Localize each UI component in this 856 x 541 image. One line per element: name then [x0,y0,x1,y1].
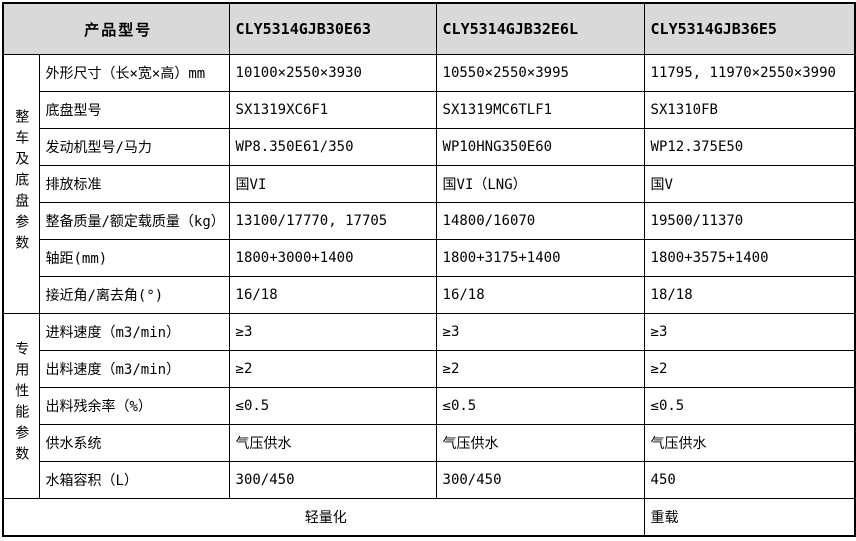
row-label-cell: 发动机型号/马力 [38,128,230,166]
value-cell: 16/18 [435,276,645,314]
value-cell: ≥2 [435,350,645,388]
row-label-cell: 供水系统 [38,424,230,462]
table-row: 发动机型号/马力 WP8.350E61/350 WP10HNG350E60 WP… [3,128,856,166]
row-label-cell: 整备质量/额定载质量（kg） [38,202,230,240]
value-cell: ≥2 [643,350,856,388]
value-cell: WP8.350E61/350 [228,128,437,166]
value-cell: 14800/16070 [435,202,645,240]
row-label-cell: 接近角/离去角(°) [38,276,230,314]
header-model-3: CLY5314GJB36E5 [643,2,856,55]
value-cell: 1800+3575+1400 [643,239,856,277]
value-cell: SX1319MC6TLF1 [435,91,645,129]
value-cell: ≥2 [228,350,437,388]
row-label-cell: 水箱容积（L） [38,461,230,499]
value-cell: WP10HNG350E60 [435,128,645,166]
table-row: 排放标准 国VI 国VI（LNG） 国V [3,165,856,203]
value-cell: WP12.375E50 [643,128,856,166]
value-cell: 国VI [228,165,437,203]
row-label-cell: 外形尺寸（长×宽×高）mm [38,54,230,92]
value-cell: ≤0.5 [643,387,856,425]
value-cell: 气压供水 [435,424,645,462]
value-cell: 1800+3175+1400 [435,239,645,277]
table-row: 轴距(mm) 1800+3000+1400 1800+3175+1400 180… [3,239,856,277]
value-cell: 300/450 [228,461,437,499]
value-cell: 18/18 [643,276,856,314]
row-label-cell: 轴距(mm) [38,239,230,277]
value-cell: 国VI（LNG） [435,165,645,203]
row-label-cell: 进料速度（m3/min） [38,313,230,351]
value-cell: 11795, 11970×2550×3990 [643,54,856,92]
value-cell: ≥3 [643,313,856,351]
table-row: 水箱容积（L） 300/450 300/450 450 [3,461,856,499]
value-cell: ≥3 [228,313,437,351]
table-row: 供水系统 气压供水 气压供水 气压供水 [3,424,856,462]
section-side-label-text: 专用性能参数 [13,341,30,467]
section-side-label-text: 整车及底盘参数 [13,108,30,256]
value-cell: SX1319XC6F1 [228,91,437,129]
header-model-1: CLY5314GJB30E63 [228,2,437,55]
table-row: 接近角/离去角(°) 16/18 16/18 18/18 [3,276,856,314]
value-cell: 13100/17770, 17705 [228,202,437,240]
header-model-2: CLY5314GJB32E6L [435,2,645,55]
header-product-model-label: 产品型号 [2,2,230,55]
value-cell: 气压供水 [228,424,437,462]
value-cell: ≤0.5 [435,387,645,425]
row-label-cell: 出料残余率（%） [38,387,230,425]
row-label-cell: 底盘型号 [38,91,230,129]
table-row: 整备质量/额定载质量（kg） 13100/17770, 17705 14800/… [3,202,856,240]
value-cell: ≥3 [435,313,645,351]
section-side-label-chassis: 整车及底盘参数 [2,54,40,314]
table-row: 整车及底盘参数 外形尺寸（长×宽×高）mm 10100×2550×3930 10… [2,54,856,314]
header-row: 产品型号 CLY5314GJB30E63 CLY5314GJB32E6L CLY… [2,2,856,55]
table-row: 底盘型号 SX1319XC6F1 SX1319MC6TLF1 SX1310FB [3,91,856,129]
footer-row: 轻量化 重载 [2,498,856,537]
value-cell: 1800+3000+1400 [228,239,437,277]
section-side-label-performance: 专用性能参数 [2,313,40,499]
value-cell: ≤0.5 [228,387,437,425]
footer-right-cell: 重载 [643,498,856,537]
table-row: 出料残余率（%） ≤0.5 ≤0.5 ≤0.5 [3,387,856,425]
value-cell: 300/450 [435,461,645,499]
value-cell: 气压供水 [643,424,856,462]
value-cell: 19500/11370 [643,202,856,240]
footer-left-cell: 轻量化 [2,498,645,537]
value-cell: SX1310FB [643,91,856,129]
value-cell: 10100×2550×3930 [228,54,437,92]
row-label-cell: 出料速度（m3/min） [38,350,230,388]
row-label-cell: 排放标准 [38,165,230,203]
table-row: 专用性能参数 进料速度（m3/min） ≥3 ≥3 ≥3 [2,313,856,499]
table-row: 出料速度（m3/min） ≥2 ≥2 ≥2 [3,350,856,388]
value-cell: 450 [643,461,856,499]
value-cell: 10550×2550×3995 [435,54,645,92]
value-cell: 16/18 [228,276,437,314]
value-cell: 国V [643,165,856,203]
